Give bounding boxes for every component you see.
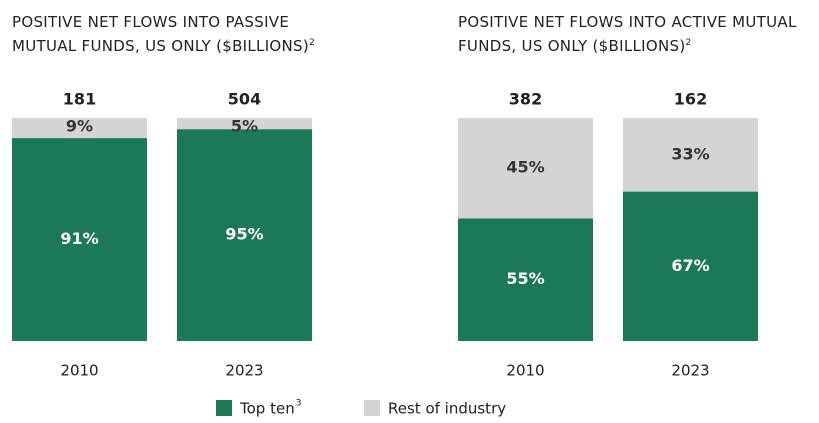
bar-segment [12,138,147,341]
bar-segment [458,218,593,341]
bar-segment [458,118,593,219]
x-tick-label: 2010 [506,362,544,380]
label-background [62,118,97,139]
value-label: 33% [671,144,709,163]
legend-swatch [216,400,232,416]
legend-swatch [364,400,380,416]
chart-title: POSITIVE NET FLOWS INTO ACTIVE MUTUAL FU… [458,10,798,58]
total-label: 382 [509,90,542,109]
bar-segment [177,129,312,341]
value-label: 91% [60,229,98,248]
title-text: POSITIVE NET FLOWS INTO ACTIVE MUTUAL FU… [458,13,797,55]
footnote: 3 [296,399,302,409]
footnote: 2 [309,38,316,48]
x-tick-label: 2023 [225,362,263,380]
legend-label: Rest of industry [388,400,506,418]
bar-segment [623,191,758,341]
bar-segment [623,118,758,192]
value-label: 55% [506,269,544,288]
title-text: POSITIVE NET FLOWS INTO PASSIVE MUTUAL F… [12,13,310,55]
value-label: 9% [66,117,93,136]
value-label: 67% [671,256,709,275]
total-label: 504 [228,90,261,109]
total-label: 181 [63,90,96,109]
footnote: 2 [685,38,692,48]
value-label: 95% [225,225,263,244]
value-label: 45% [506,158,544,177]
x-tick-label: 2023 [671,362,709,380]
total-label: 162 [674,90,707,109]
legend-label: Top ten [239,400,295,418]
label-background [227,118,262,130]
value-label: 5% [231,117,258,136]
chart-title: POSITIVE NET FLOWS INTO PASSIVE MUTUAL F… [12,10,352,58]
x-tick-label: 2010 [60,362,98,380]
